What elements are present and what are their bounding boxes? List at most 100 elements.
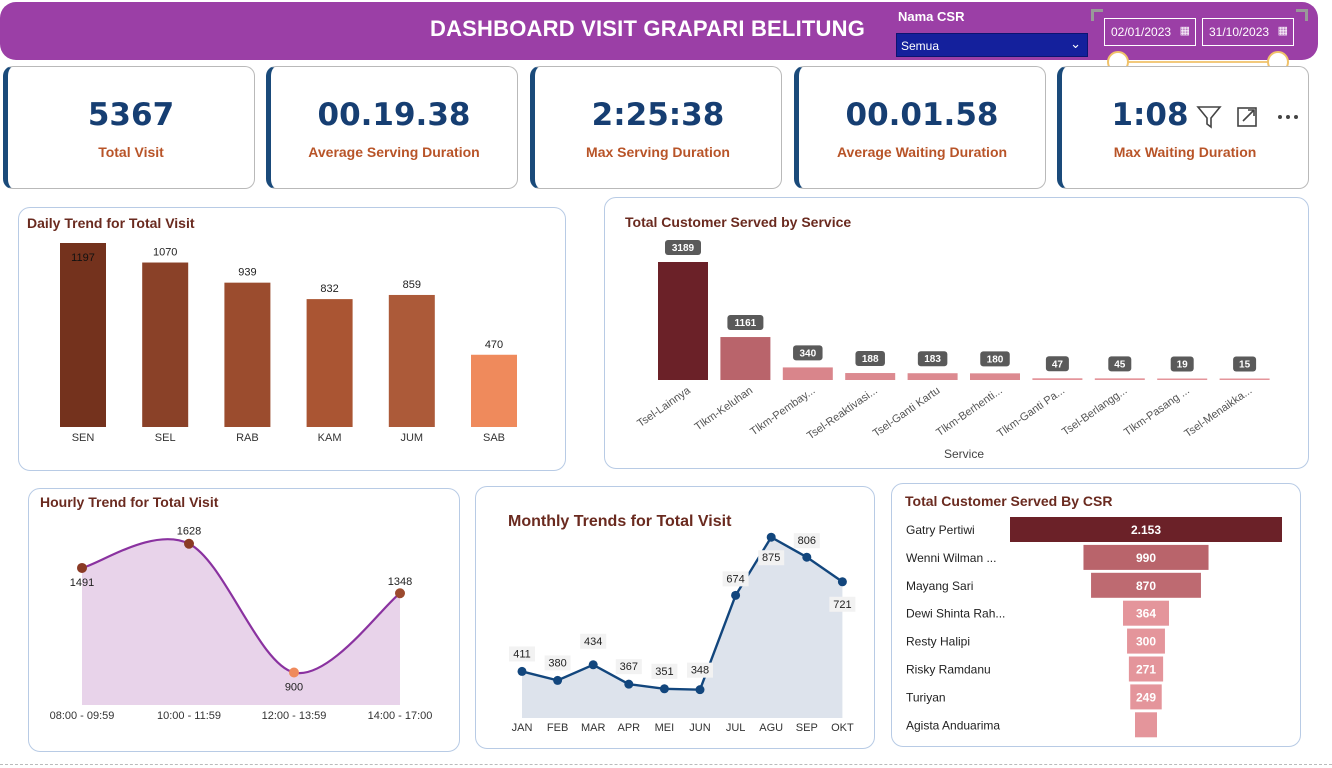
daily-bar <box>388 294 435 427</box>
monthly-tick-label: MAR <box>581 722 606 734</box>
monthly-tick-label: MEI <box>655 722 675 734</box>
service-data-label-bg <box>917 351 948 367</box>
monthly-trend-panel: Monthly Trends for Total Visit 411 JAN 380… <box>475 486 875 749</box>
csr-category-label: Turiyan <box>906 690 946 704</box>
date-to-input[interactable]: 31/10/2023 ▦ <box>1202 18 1294 46</box>
csr-data-label: 364 <box>1136 607 1156 621</box>
csr-filter-dropdown[interactable]: Semua ⌄ <box>896 33 1088 57</box>
selection-corner-icon <box>1296 9 1308 21</box>
monthly-data-label: 875 <box>762 552 780 564</box>
csr-chart: Gatry Pertiwi 2.153 Wenni Wilman ... 990 May… <box>906 517 1282 738</box>
csr-data-label: 249 <box>1136 690 1156 704</box>
visual-header-icons <box>1196 104 1306 135</box>
hourly-data-label: 900 <box>285 681 303 693</box>
service-bar <box>1094 378 1145 380</box>
focus-mode-icon[interactable] <box>1237 107 1257 127</box>
date-from-input[interactable]: 02/01/2023 ▦ <box>1104 18 1196 46</box>
service-data-label: 15 <box>1239 360 1251 371</box>
service-bar <box>970 373 1020 380</box>
hourly-tick-label: 12:00 - 13:59 <box>262 710 327 722</box>
csr-category-label: Agista Anduarima <box>906 718 1000 732</box>
monthly-data-label-bg <box>722 571 749 587</box>
csr-data-label: 870 <box>1136 579 1156 593</box>
kpi-card-max-serving: 2:25:38 Max Serving Duration <box>530 66 782 189</box>
hourly-point <box>289 667 299 678</box>
csr-category-label: Resty Halipi <box>906 635 970 649</box>
hourly-point <box>395 588 405 599</box>
monthly-point <box>766 532 776 542</box>
page-title: DASHBOARD VISIT GRAPARI BELITUNG <box>430 16 866 41</box>
monthly-data-label-bg <box>509 646 535 662</box>
service-data-label-bg <box>1108 356 1132 372</box>
monthly-point <box>517 666 527 676</box>
service-tick-label: Tsel-Berlangg... <box>1060 385 1129 439</box>
service-data-label-bg <box>665 240 701 255</box>
hourly-point <box>184 538 194 549</box>
service-data-label: 180 <box>987 354 1004 365</box>
monthly-line <box>521 535 844 691</box>
monthly-point <box>588 660 598 670</box>
monthly-tick-label: JUL <box>726 722 746 734</box>
calendar-icon[interactable]: ▦ <box>1277 25 1288 37</box>
csr-panel: Total Customer Served By CSR Gatry Perti… <box>891 483 1301 747</box>
service-tick-label: Tsel-Menaikka... <box>1182 385 1254 440</box>
filter-icon[interactable] <box>1196 106 1222 129</box>
csr-data-label: 990 <box>1136 551 1156 565</box>
monthly-tick-label: APR <box>617 722 640 734</box>
hourly-trend-chart: 1491 08:00 - 09:59 1628 10:00 - 11:59 900 12:… <box>50 526 433 722</box>
kpi-label: Max Serving Duration <box>586 144 730 160</box>
service-bar <box>658 262 708 380</box>
monthly-area-fill <box>522 537 843 718</box>
service-tick-label: Tsel-Ganti Kartu <box>871 385 942 440</box>
monthly-data-label: 434 <box>584 636 602 648</box>
monthly-data-label-bg <box>580 633 607 649</box>
service-data-label-bg <box>793 345 823 361</box>
monthly-data-label-bg <box>793 533 820 549</box>
date-range-slider-track[interactable] <box>1118 61 1280 63</box>
monthly-tick-label: JAN <box>512 722 533 734</box>
monthly-data-label-bg <box>615 659 642 675</box>
selection-corner-icon <box>1091 9 1103 21</box>
chevron-down-icon[interactable]: ⌄ <box>1070 36 1081 51</box>
kpi-value: 2:25:38 <box>591 97 725 133</box>
csr-data-label: 2.153 <box>1131 523 1161 537</box>
daily-tick-label: KAM <box>318 432 342 444</box>
service-tick-label: Tlkm-Ganti Pa... <box>995 385 1067 440</box>
hourly-line <box>81 538 401 675</box>
csr-category-label: Risky Ramdanu <box>906 663 991 677</box>
service-bar <box>1157 378 1208 380</box>
daily-bar <box>306 299 353 427</box>
calendar-icon[interactable]: ▦ <box>1179 25 1190 37</box>
csr-category-label: Mayang Sari <box>906 579 973 593</box>
service-data-label: 188 <box>862 354 879 365</box>
service-data-label-bg <box>855 351 885 367</box>
csr-category-label: Gatry Pertiwi <box>906 523 975 537</box>
daily-data-label: 470 <box>485 339 503 351</box>
service-data-label: 1161 <box>735 318 757 329</box>
service-data-label: 47 <box>1052 359 1064 370</box>
service-data-label-bg <box>1233 356 1257 372</box>
service-bar <box>1219 378 1270 380</box>
csr-chart-title: Total Customer Served By CSR <box>905 493 1113 509</box>
monthly-point <box>837 577 847 587</box>
service-axis-title: Service <box>944 447 984 461</box>
daily-tick-label: JUM <box>400 432 423 444</box>
kpi-card-average-serving: 00.19.38 Average Serving Duration <box>266 66 518 189</box>
service-data-label: 19 <box>1177 360 1189 371</box>
service-data-label-bg <box>1170 356 1194 372</box>
service-tick-label: Tlkm-Berhenti... <box>934 385 1004 439</box>
page-bottom-divider <box>0 764 1332 765</box>
date-from-value: 02/01/2023 <box>1111 25 1172 39</box>
service-panel: Total Customer Served by Service 3189 Tse… <box>604 197 1309 469</box>
monthly-point <box>659 684 669 694</box>
monthly-tick-label: AGU <box>759 722 783 734</box>
monthly-data-label: 348 <box>691 665 709 677</box>
service-data-label: 3189 <box>672 243 695 254</box>
csr-funnel-bar <box>1091 572 1201 598</box>
kpi-value: 5367 <box>87 97 175 133</box>
csr-funnel-bar <box>1128 656 1164 682</box>
hourly-data-label: 1628 <box>177 526 201 538</box>
csr-funnel-bar <box>1127 628 1165 654</box>
service-data-label: 183 <box>924 354 941 365</box>
more-options-icon[interactable] <box>1278 115 1298 119</box>
